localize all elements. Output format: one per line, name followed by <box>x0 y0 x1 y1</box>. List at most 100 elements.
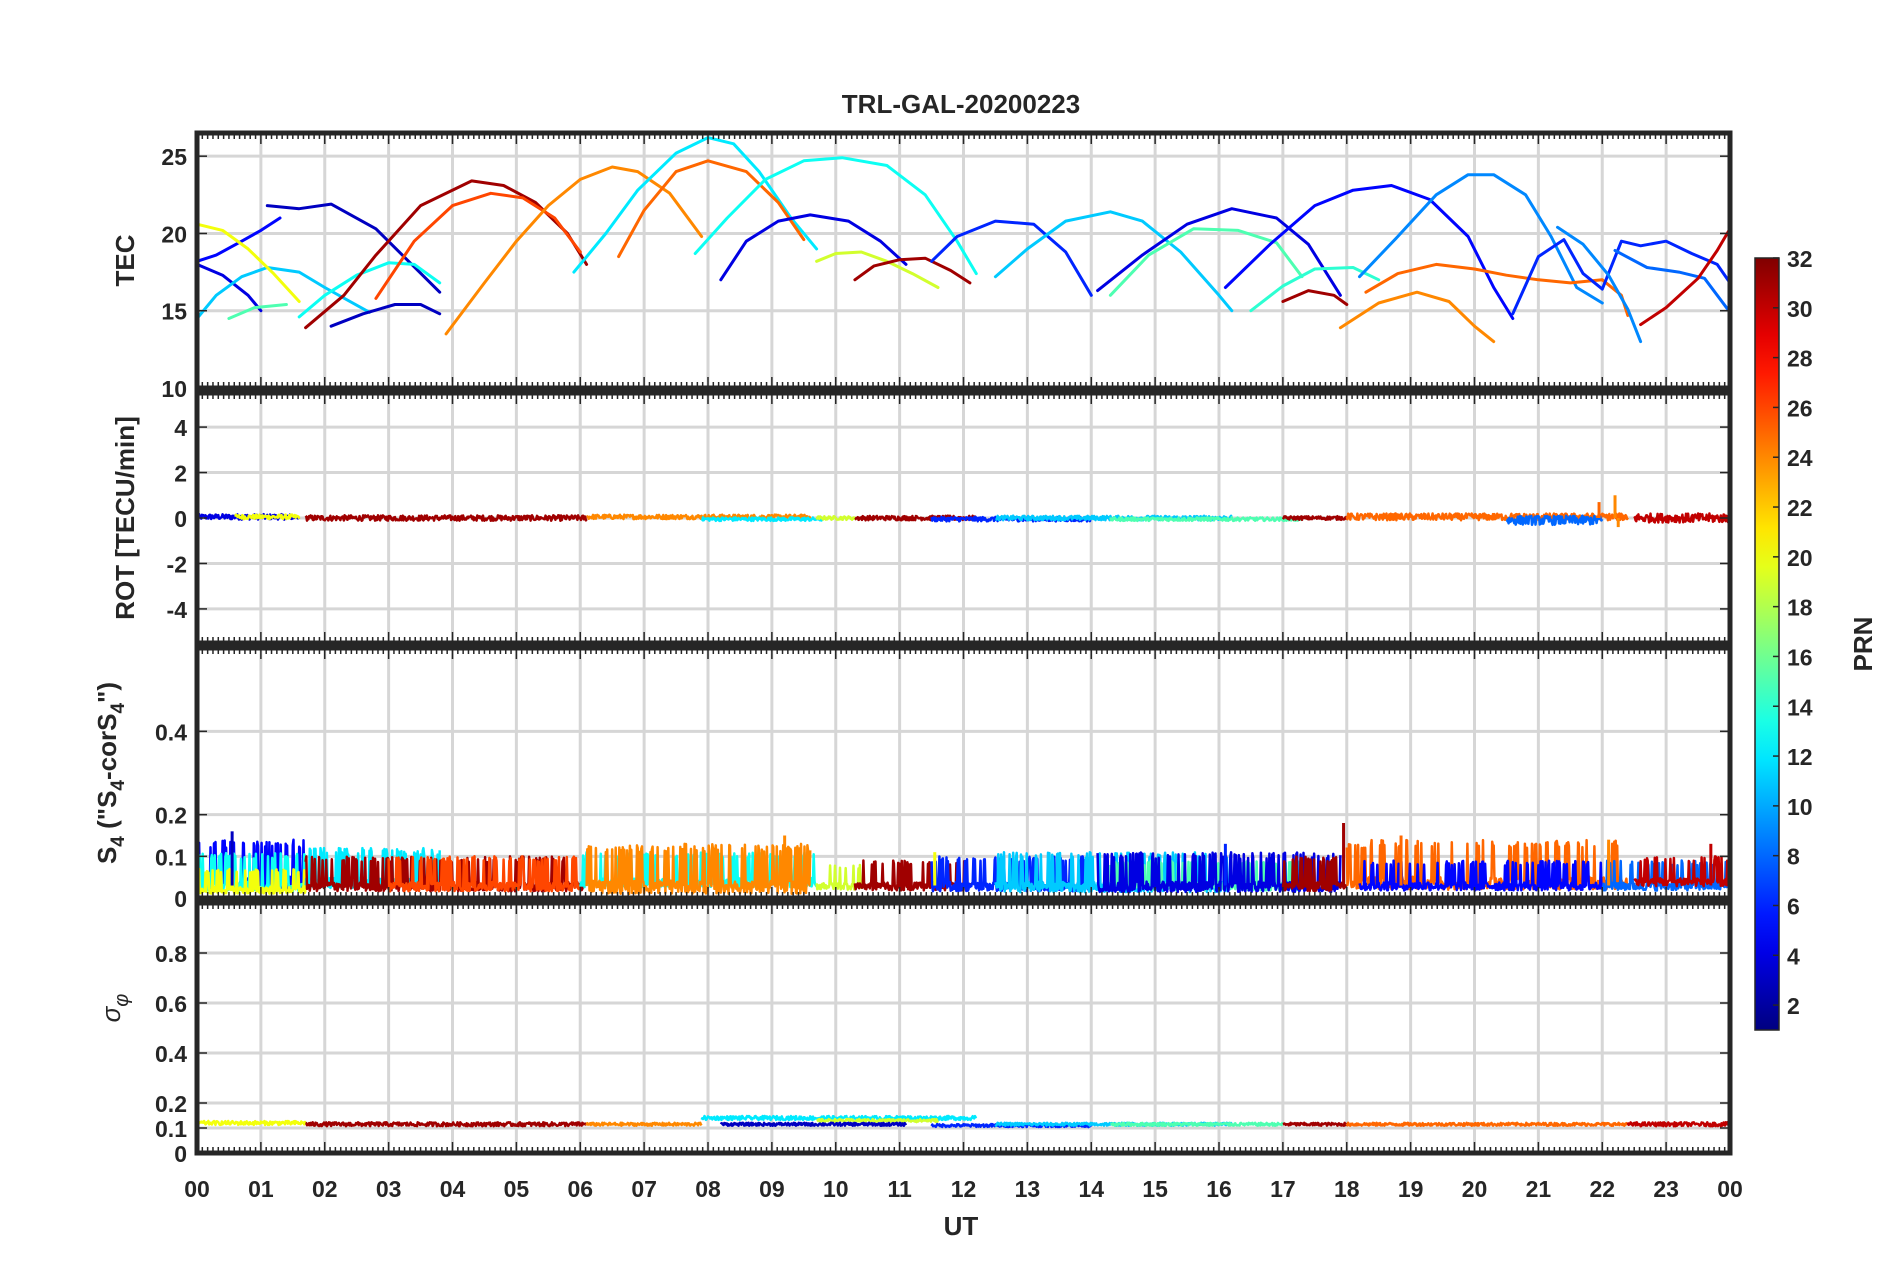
x-tick-label: 21 <box>1526 1176 1552 1202</box>
rot-trace-prn-31 <box>1281 514 1348 522</box>
rot-trace-prn-19 <box>815 515 857 522</box>
tec-trace-prn-31 <box>853 256 972 285</box>
y-tick-label: 0.1 <box>155 1116 187 1142</box>
tec-trace-prn-20 <box>195 222 301 303</box>
tec-trace-prn-15 <box>1108 227 1304 297</box>
x-tick-label: 03 <box>376 1176 402 1202</box>
x-tick-label: 20 <box>1462 1176 1488 1202</box>
colorbar-tick-label: 18 <box>1787 595 1813 621</box>
panel-sigma-ylabel: σφ <box>96 994 133 1023</box>
sigma-trace-prn-30 <box>1626 1121 1731 1128</box>
colorbar-tick-label: 32 <box>1787 246 1813 272</box>
x-tick-label: 00 <box>184 1176 210 1202</box>
tec-trace-prn-14 <box>1249 266 1381 313</box>
rot-trace-prn-15 <box>1109 516 1304 523</box>
rot-trace-prn-24 <box>586 513 812 521</box>
x-tick-label: 23 <box>1653 1176 1679 1202</box>
panel-rot-traces <box>195 495 1732 528</box>
tec-trace-prn-8 <box>1613 249 1732 314</box>
y-tick-label: 0.8 <box>155 941 187 967</box>
y-tick-label: 0 <box>174 1141 187 1167</box>
x-tick-label: 14 <box>1078 1176 1104 1202</box>
y-tick-label: -2 <box>167 551 187 577</box>
panel-rot: -4 -2 0 2 4 ROT [TECU/min] <box>110 390 1733 646</box>
y-tick-label: 0 <box>174 506 187 532</box>
sigma-trace-prn-15 <box>1109 1121 1284 1127</box>
x-tick-label: 12 <box>951 1176 977 1202</box>
tec-trace-prn-9 <box>1358 173 1604 305</box>
y-tick-label: 10 <box>161 376 187 402</box>
y-tick-label: 0.1 <box>155 844 187 870</box>
colorbar-frame <box>1754 257 1780 1031</box>
y-tick-label: 0 <box>174 886 187 912</box>
panel-sigma-frame <box>194 900 1733 1156</box>
chart-title: TRL-GAL-20200223 <box>842 89 1080 119</box>
colorbar-tick-label: 30 <box>1787 296 1813 322</box>
y-tick-label: 0.4 <box>155 1041 187 1067</box>
y-tick-label: 0.2 <box>155 803 187 829</box>
tec-trace-prn-26 <box>374 191 582 300</box>
x-tick-label: 17 <box>1270 1176 1296 1202</box>
tec-trace-prn-31 <box>1281 289 1349 306</box>
y-tick-label: 2 <box>174 461 187 487</box>
panel-sigma: 00.10.2 0.4 0.6 0.8 σφ <box>96 900 1733 1167</box>
sigma-trace-prn-24 <box>585 1121 703 1127</box>
colorbar-tick-label: 8 <box>1787 844 1800 870</box>
colorbar-tick-label: 14 <box>1787 694 1813 720</box>
panel-tec-ylabel: TEC <box>110 234 140 286</box>
rot-trace-prn-31 <box>304 514 588 522</box>
s4-trace-prn-26 <box>387 855 581 893</box>
tec-trace-prn-3 <box>265 202 442 294</box>
colorbar-tick-label: 16 <box>1787 644 1813 670</box>
x-tick-label: 16 <box>1206 1176 1232 1202</box>
tec-trace-prn-19 <box>815 250 940 289</box>
tec-trace-prn-9 <box>1556 225 1643 344</box>
tec-trace-prn-11 <box>993 210 1234 313</box>
tec-trace-prn-24 <box>444 165 704 336</box>
panel-sigma-traces <box>195 1114 1731 1129</box>
colorbar-tick-label: 24 <box>1787 445 1813 471</box>
x-tick-label: 08 <box>695 1176 721 1202</box>
sigma-trace-prn-31 <box>305 1121 588 1128</box>
y-tick-label: -4 <box>167 597 188 623</box>
x-tick-label: 07 <box>631 1176 657 1202</box>
colorbar-tick-label: 22 <box>1787 495 1813 521</box>
tec-trace-prn-6 <box>930 219 1093 297</box>
s4-trace-prn-24 <box>585 842 812 896</box>
panel-tec-frame <box>194 130 1733 391</box>
sigma-trace-prn-12 <box>700 1114 978 1122</box>
colorbar-tick-label: 2 <box>1787 993 1800 1019</box>
x-axis-label: UT <box>944 1211 979 1241</box>
sigma-trace-prn-19 <box>816 1117 940 1124</box>
x-tick-label: 01 <box>248 1176 274 1202</box>
tec-trace-prn-24 <box>1338 290 1496 344</box>
tec-trace-prn-13 <box>693 156 978 276</box>
y-tick-label: 20 <box>161 221 187 247</box>
x-tick-label: 00 <box>1717 1176 1743 1202</box>
sigma-trace-prn-31 <box>1282 1121 1348 1127</box>
panel-tec: 10 15 20 25 TEC <box>110 130 1733 402</box>
tec-trace-prn-30 <box>1639 227 1732 327</box>
s4-trace-prn-31 <box>1281 855 1348 893</box>
x-tick-label: 09 <box>759 1176 785 1202</box>
y-tick-label: 0.2 <box>155 1091 187 1117</box>
colorbar-tick-label: 4 <box>1787 943 1800 969</box>
s4-trace-prn-19 <box>815 863 863 891</box>
panel-rot-ylabel: ROT [TECU/min] <box>110 416 140 620</box>
x-tick-label: 13 <box>1015 1176 1041 1202</box>
tec-trace-prn-25 <box>617 159 806 259</box>
y-tick-label: 4 <box>174 415 187 441</box>
rot-trace-prn-8 <box>1505 514 1604 527</box>
tec-trace-prn-13 <box>297 261 442 319</box>
sigma-trace-prn-3 <box>719 1121 908 1127</box>
colorbar-tick-label: 12 <box>1787 744 1813 770</box>
s4-trace-prn-20 <box>195 867 307 896</box>
panel-tec-traces <box>195 136 1732 344</box>
tec-trace-prn-15 <box>227 303 288 320</box>
x-tick-labels: 00 01 02 03 04 05 06 07 08 09 10 11 12 13 14 15 16 17 18 19… <box>184 1176 1743 1202</box>
colorbar-tick-label: 28 <box>1787 346 1813 372</box>
sigma-trace-prn-20 <box>195 1119 307 1127</box>
